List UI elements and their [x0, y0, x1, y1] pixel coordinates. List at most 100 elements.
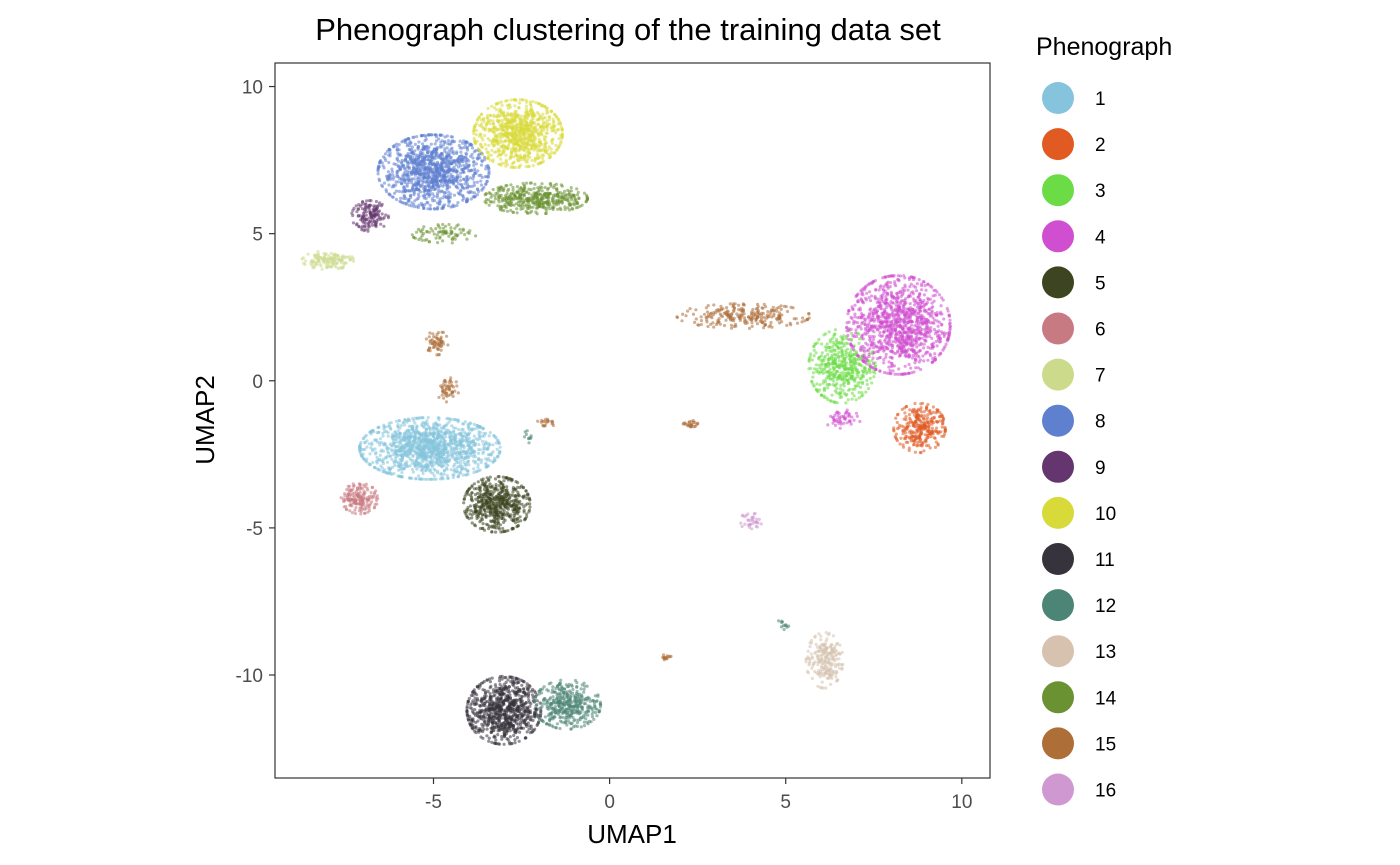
- data-point: [826, 352, 830, 357]
- data-point: [382, 427, 386, 431]
- data-point: [366, 510, 370, 514]
- data-point: [465, 152, 469, 156]
- data-point: [908, 316, 912, 320]
- data-point: [400, 463, 404, 467]
- data-point: [382, 423, 386, 427]
- data-point: [467, 463, 471, 467]
- data-point: [856, 384, 860, 388]
- data-point: [465, 148, 470, 152]
- data-point: [891, 310, 895, 314]
- data-point: [860, 300, 865, 304]
- data-point: [466, 425, 470, 429]
- data-point: [916, 440, 920, 444]
- data-point: [364, 482, 368, 486]
- data-point: [456, 201, 460, 205]
- data-point: [468, 504, 472, 508]
- data-point: [473, 441, 477, 446]
- data-point: [375, 440, 380, 444]
- data-point: [511, 487, 515, 492]
- data-point: [466, 455, 471, 459]
- data-point: [849, 342, 853, 346]
- data-point: [830, 337, 834, 341]
- data-point: [926, 329, 930, 333]
- data-point: [457, 428, 461, 432]
- data-point: [847, 388, 851, 392]
- data-point: [903, 307, 907, 311]
- data-point: [865, 378, 869, 383]
- data-point: [462, 187, 466, 191]
- data-point: [834, 372, 838, 376]
- data-point: [443, 135, 447, 139]
- data-point: [897, 279, 901, 283]
- data-point: [387, 160, 391, 165]
- data-point: [811, 383, 815, 387]
- data-point: [857, 357, 861, 361]
- data-point: [314, 262, 318, 266]
- data-point: [369, 491, 373, 495]
- data-point: [940, 330, 944, 334]
- data-point: [324, 252, 328, 256]
- data-point: [484, 440, 488, 444]
- data-point: [496, 520, 500, 524]
- data-point: [399, 196, 403, 200]
- data-point: [502, 517, 506, 521]
- data-point: [469, 421, 473, 425]
- data-point: [485, 498, 489, 502]
- data-point: [862, 359, 866, 363]
- data-point: [942, 434, 946, 438]
- data-point: [464, 455, 468, 459]
- data-point: [441, 205, 446, 209]
- data-point: [921, 354, 925, 358]
- data-point: [494, 498, 498, 502]
- data-point: [887, 335, 892, 340]
- data-point: [380, 466, 384, 470]
- data-point: [386, 434, 390, 438]
- data-point: [432, 424, 436, 428]
- data-point: [368, 462, 372, 467]
- data-point: [904, 426, 908, 430]
- data-point: [914, 339, 918, 343]
- data-point: [836, 375, 840, 380]
- data-point: [916, 413, 921, 417]
- data-point: [854, 328, 858, 332]
- data-point: [946, 336, 950, 340]
- data-point: [851, 387, 855, 391]
- data-point: [482, 507, 486, 511]
- data-point: [459, 150, 463, 154]
- data-point: [865, 356, 869, 360]
- data-point: [825, 396, 829, 400]
- data-point: [897, 314, 901, 318]
- data-point: [858, 348, 863, 352]
- data-point: [912, 438, 916, 443]
- data-point: [838, 363, 842, 368]
- data-point: [448, 430, 452, 434]
- data-point: [466, 443, 470, 448]
- series-4-points: [826, 274, 952, 430]
- data-point: [404, 431, 408, 435]
- data-point: [851, 307, 855, 312]
- data-point: [486, 447, 490, 451]
- data-point: [487, 491, 491, 495]
- data-point: [459, 459, 463, 463]
- data-point: [388, 193, 392, 197]
- data-point: [893, 336, 898, 340]
- data-point: [913, 450, 918, 454]
- data-point: [916, 354, 920, 358]
- data-point: [833, 383, 838, 387]
- data-point: [462, 446, 466, 450]
- data-point: [916, 409, 920, 413]
- data-point: [833, 375, 837, 379]
- data-point: [425, 419, 429, 423]
- data-point: [938, 411, 942, 415]
- data-point: [875, 357, 880, 361]
- data-point: [449, 468, 453, 472]
- data-point: [904, 322, 908, 326]
- data-point: [435, 461, 439, 465]
- data-point: [363, 435, 367, 439]
- data-point: [920, 282, 924, 286]
- data-point: [483, 447, 487, 451]
- data-point: [452, 432, 456, 436]
- data-point: [430, 477, 434, 481]
- data-point: [385, 460, 390, 464]
- data-point: [379, 449, 383, 453]
